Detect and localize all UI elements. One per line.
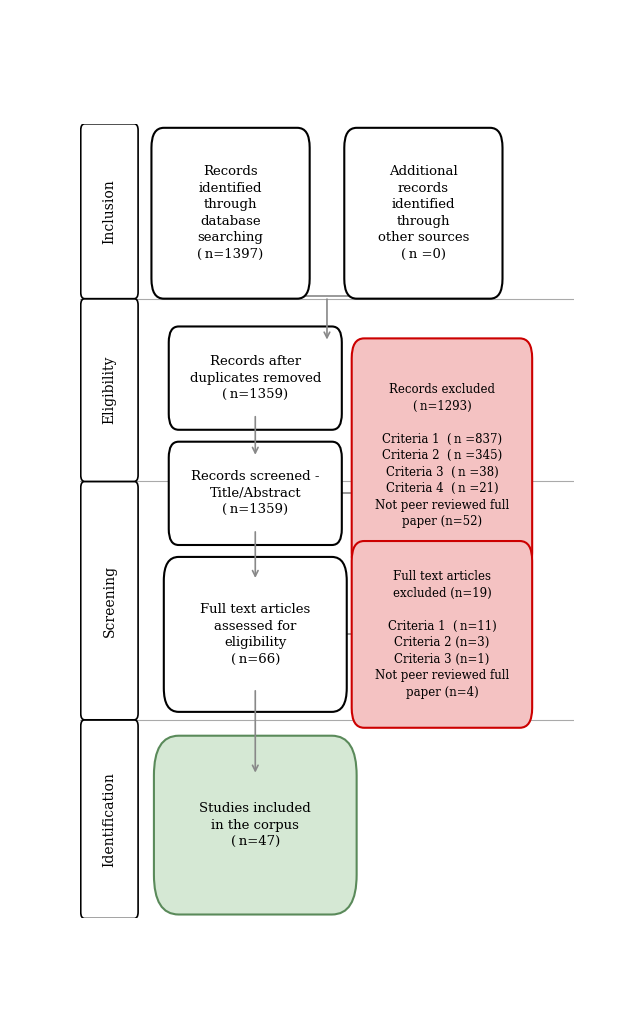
- FancyBboxPatch shape: [169, 326, 342, 429]
- Text: Inclusion: Inclusion: [103, 179, 116, 244]
- FancyBboxPatch shape: [164, 557, 347, 712]
- FancyBboxPatch shape: [352, 541, 532, 728]
- Text: Records screened -
Title/Abstract
( n=1359): Records screened - Title/Abstract ( n=13…: [191, 471, 320, 516]
- Text: Records
identified
through
database
searching
( n=1397): Records identified through database sear…: [197, 165, 263, 261]
- Text: Full text articles
assessed for
eligibility
( n=66): Full text articles assessed for eligibil…: [200, 603, 311, 666]
- FancyBboxPatch shape: [81, 720, 138, 918]
- FancyBboxPatch shape: [169, 442, 342, 545]
- Text: Studies included
in the corpus
( n=47): Studies included in the corpus ( n=47): [200, 802, 311, 848]
- FancyBboxPatch shape: [81, 124, 138, 298]
- FancyBboxPatch shape: [154, 736, 357, 914]
- Text: Eligibility: Eligibility: [103, 356, 116, 424]
- Text: Full text articles
excluded (n=19)

Criteria 1  ( n=11)
Criteria 2 (n=3)
Criteri: Full text articles excluded (n=19) Crite…: [375, 570, 509, 699]
- FancyBboxPatch shape: [81, 481, 138, 720]
- FancyBboxPatch shape: [352, 338, 532, 573]
- Text: Records after
duplicates removed
( n=1359): Records after duplicates removed ( n=135…: [189, 355, 321, 401]
- Text: Identification: Identification: [103, 772, 116, 867]
- FancyBboxPatch shape: [151, 128, 309, 298]
- FancyBboxPatch shape: [81, 298, 138, 481]
- Text: Screening: Screening: [103, 565, 116, 637]
- Text: Records excluded
( n=1293)

Criteria 1  ( n =837)
Criteria 2  ( n =345)
Criteria: Records excluded ( n=1293) Criteria 1 ( …: [375, 383, 509, 528]
- FancyBboxPatch shape: [345, 128, 503, 298]
- Text: Additional
records
identified
through
other sources
( n =0): Additional records identified through ot…: [378, 165, 469, 261]
